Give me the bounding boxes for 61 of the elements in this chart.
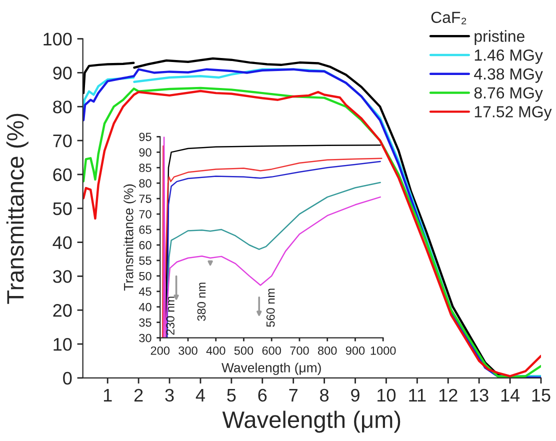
y-tick-label: 50 [53,202,72,216]
y-tick-label: 30 [53,270,72,283]
y-tick-label: 35 [139,318,152,327]
x-tick-label: 1 [104,389,112,402]
x-tick-label: 600 [262,346,281,355]
y-tick-label: 80 [139,179,152,188]
annotation: 380 nm [197,282,206,321]
x-tick-label: 3 [165,388,174,402]
y-tick-label: 40 [138,302,152,312]
x-axis-title: Wavelength (μm) [222,410,400,433]
annotation: 230 nm [166,296,174,335]
x-tick-label: 7 [289,389,298,402]
x-tick-label: 9 [351,388,360,402]
y-tick-label: 60 [139,241,152,250]
y-tick-label: 55 [139,256,152,265]
y-tick-label: 100 [44,32,72,46]
legend-label: 8.76 MGy [474,87,543,102]
y-tick-label: 40 [52,236,72,250]
legend-label: 17.52 MGy [474,106,552,121]
y-tick-label: 30 [139,334,152,342]
x-tick-label: 300 [178,346,198,355]
y-tick-label: 50 [139,272,152,280]
y-tick-label: 75 [139,194,152,203]
legend-label: 1.46 MGy [474,49,543,64]
y-tick-label: 80 [53,100,72,114]
x-tick-label: 400 [206,346,226,355]
legend-label: pristine [474,30,524,46]
x-tick-label: 700 [290,346,309,355]
y-tick-label: 0 [63,372,72,385]
x-tick-label: 12 [439,388,458,402]
x-tick-label: 200 [150,346,170,355]
y-axis-title: Transmittance (%) [6,114,28,304]
x-tick-label: 14 [501,389,520,402]
x-tick-label: 6 [258,388,267,402]
y-tick-label: 20 [53,304,72,317]
y-axis-title: Transmittance (%) [124,184,136,291]
x-tick-label: 500 [234,346,254,355]
legend-label: 4.38 MGy [474,68,543,83]
x-axis-title: Wavelength (μm) [222,362,321,375]
x-tick-label: 900 [346,346,365,355]
x-tick-label: 800 [318,346,337,355]
x-tick-label: 15 [532,389,550,402]
y-tick-label: 65 [139,226,152,234]
y-tick-label: 90 [139,148,152,157]
legend-title: CaF₂ [431,12,466,24]
y-tick-label: 90 [53,66,72,80]
x-tick-label: 5 [227,389,236,402]
x-tick-label: 8 [320,388,329,402]
y-tick-label: 60 [53,168,72,182]
x-tick-label: 4 [196,389,205,402]
x-tick-label: 13 [470,388,488,402]
y-tick-label: 95 [139,132,152,142]
y-tick-label: 85 [139,164,152,172]
x-tick-label: 1000 [370,346,396,355]
x-tick-label: 11 [409,389,426,402]
y-tick-label: 70 [53,134,72,148]
y-tick-label: 45 [138,288,152,296]
y-tick-label: 70 [139,210,152,218]
annotation: 560 nm [266,288,275,327]
x-tick-label: 2 [134,388,143,402]
x-tick-label: 10 [378,388,396,402]
